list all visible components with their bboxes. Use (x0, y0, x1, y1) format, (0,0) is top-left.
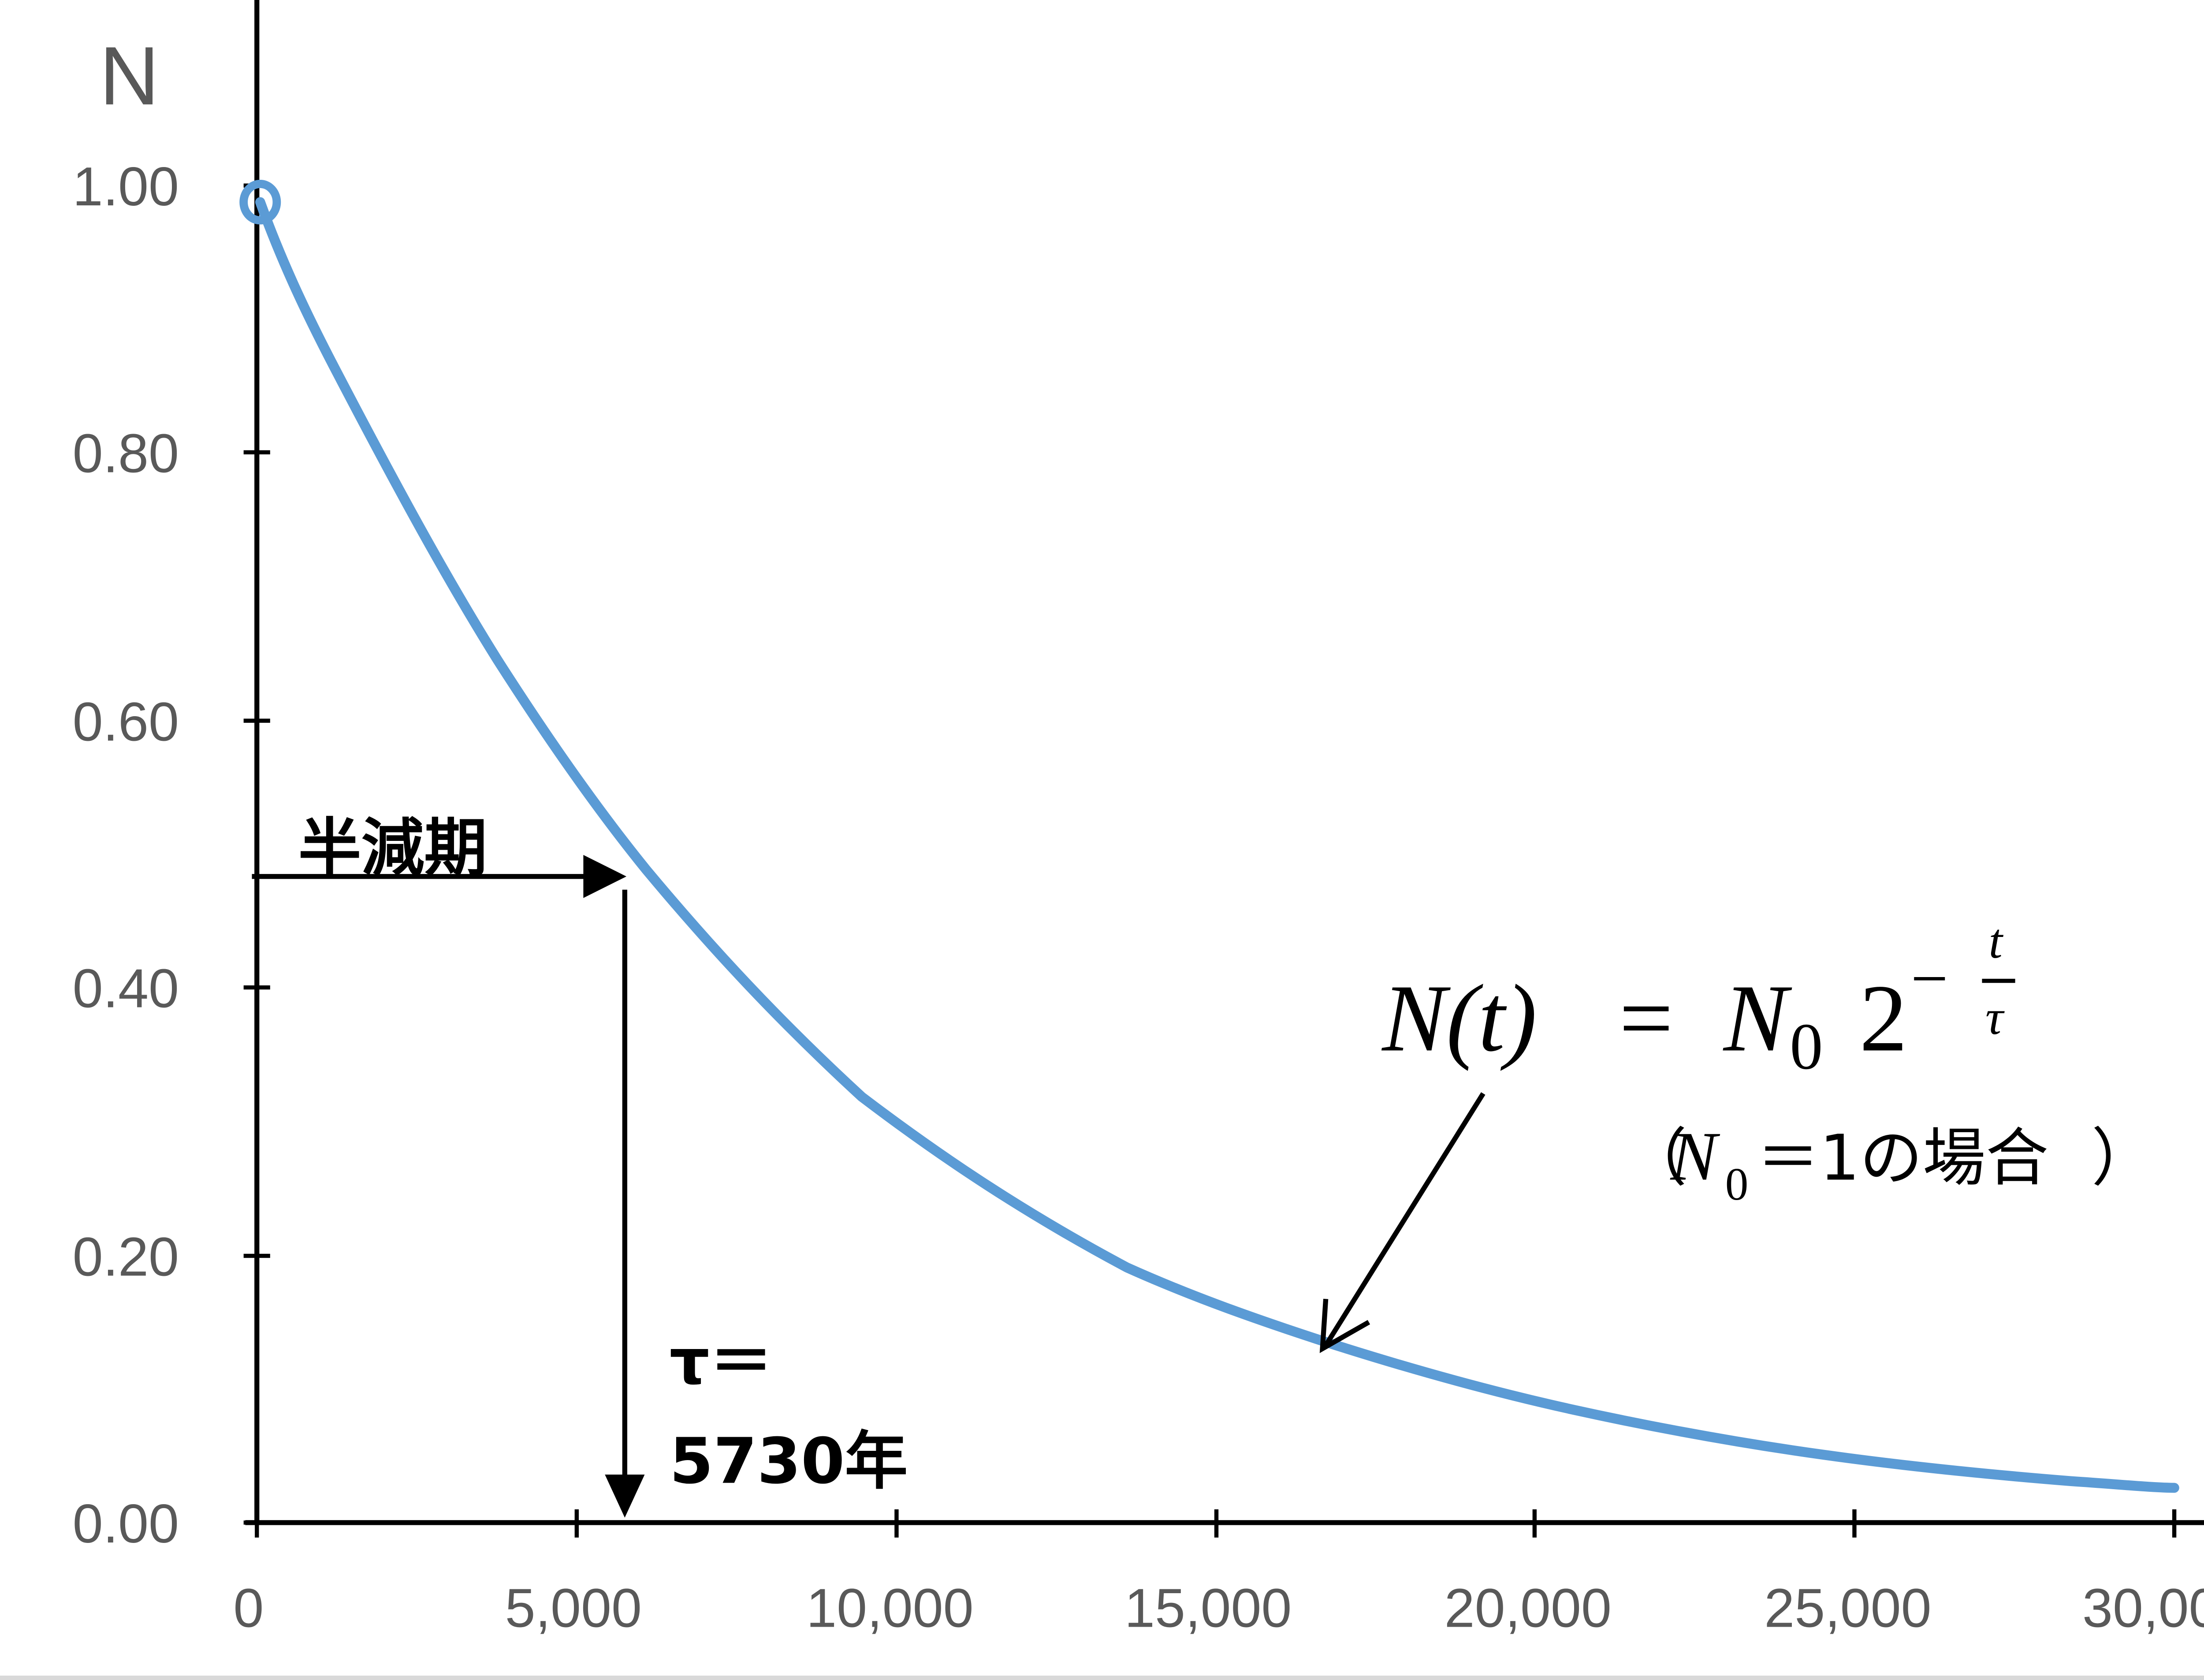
y-tick-label: 0.80 (73, 423, 179, 484)
formula-exp-numerator: t (1988, 914, 2003, 969)
formula-equals: = (1619, 965, 1673, 1071)
tau-value-label: 5730年 (670, 1424, 908, 1498)
decay-curve (255, 197, 2179, 1493)
x-tick-label: 25,000 (1764, 1578, 1931, 1639)
formula-lhs: N(t) (1381, 965, 1537, 1071)
tau-label: τ＝ (670, 1325, 773, 1398)
formula-n0-sub: 0 (1790, 1010, 1823, 1083)
formula-exp-denominator: τ (1985, 990, 2005, 1045)
start-point-marker (239, 179, 281, 225)
y-tick-label: 1.00 (73, 156, 179, 217)
formula-two: 2 (1859, 965, 1907, 1071)
x-tick-label: 15,000 (1124, 1578, 1292, 1639)
note-n-base: N (1670, 1118, 1720, 1195)
bottom-border (0, 1676, 2204, 1680)
x-tick-label: 20,000 (1445, 1578, 1612, 1639)
y-tick-label: 0.40 (73, 959, 179, 1019)
half-life-label: 半減期 (298, 811, 488, 885)
formula-pointer-arrow (1319, 1092, 1485, 1353)
note-text: ＝1の場合 (1757, 1121, 2048, 1195)
note-n-sub: 0 (1725, 1158, 1749, 1210)
x-tick-label: 30,000 (2082, 1578, 2204, 1639)
note-open-paren: （ (1624, 1121, 1687, 1195)
tau-arrow (605, 889, 645, 1518)
formula-minus: − (1911, 942, 1948, 1015)
y-axis-title: N (100, 30, 160, 122)
y-tick-labels: 1.00 0.80 0.60 0.40 0.20 0.00 (73, 156, 179, 1554)
y-tick-label: 0.60 (73, 691, 179, 752)
y-tick-label: 0.20 (73, 1227, 179, 1288)
formula-n0-base: N (1723, 965, 1792, 1071)
note-close-paren: ） (2092, 1121, 2155, 1195)
decay-formula: N(t) = N 0 2 − t τ (1381, 914, 2015, 1083)
x-tick-labels: 0 5,000 10,000 15,000 20,000 25,000 30,0… (233, 1578, 2204, 1639)
formula-note: （ N 0 ＝1の場合 ） (1624, 1118, 2154, 1210)
x-tick-label: 10,000 (806, 1578, 973, 1639)
x-tick-label: 0 (233, 1578, 264, 1639)
x-ticks (255, 1509, 2177, 1538)
x-tick-label: 5,000 (505, 1578, 642, 1639)
half-life-arrow (252, 855, 627, 898)
y-tick-label: 0.00 (73, 1494, 179, 1554)
